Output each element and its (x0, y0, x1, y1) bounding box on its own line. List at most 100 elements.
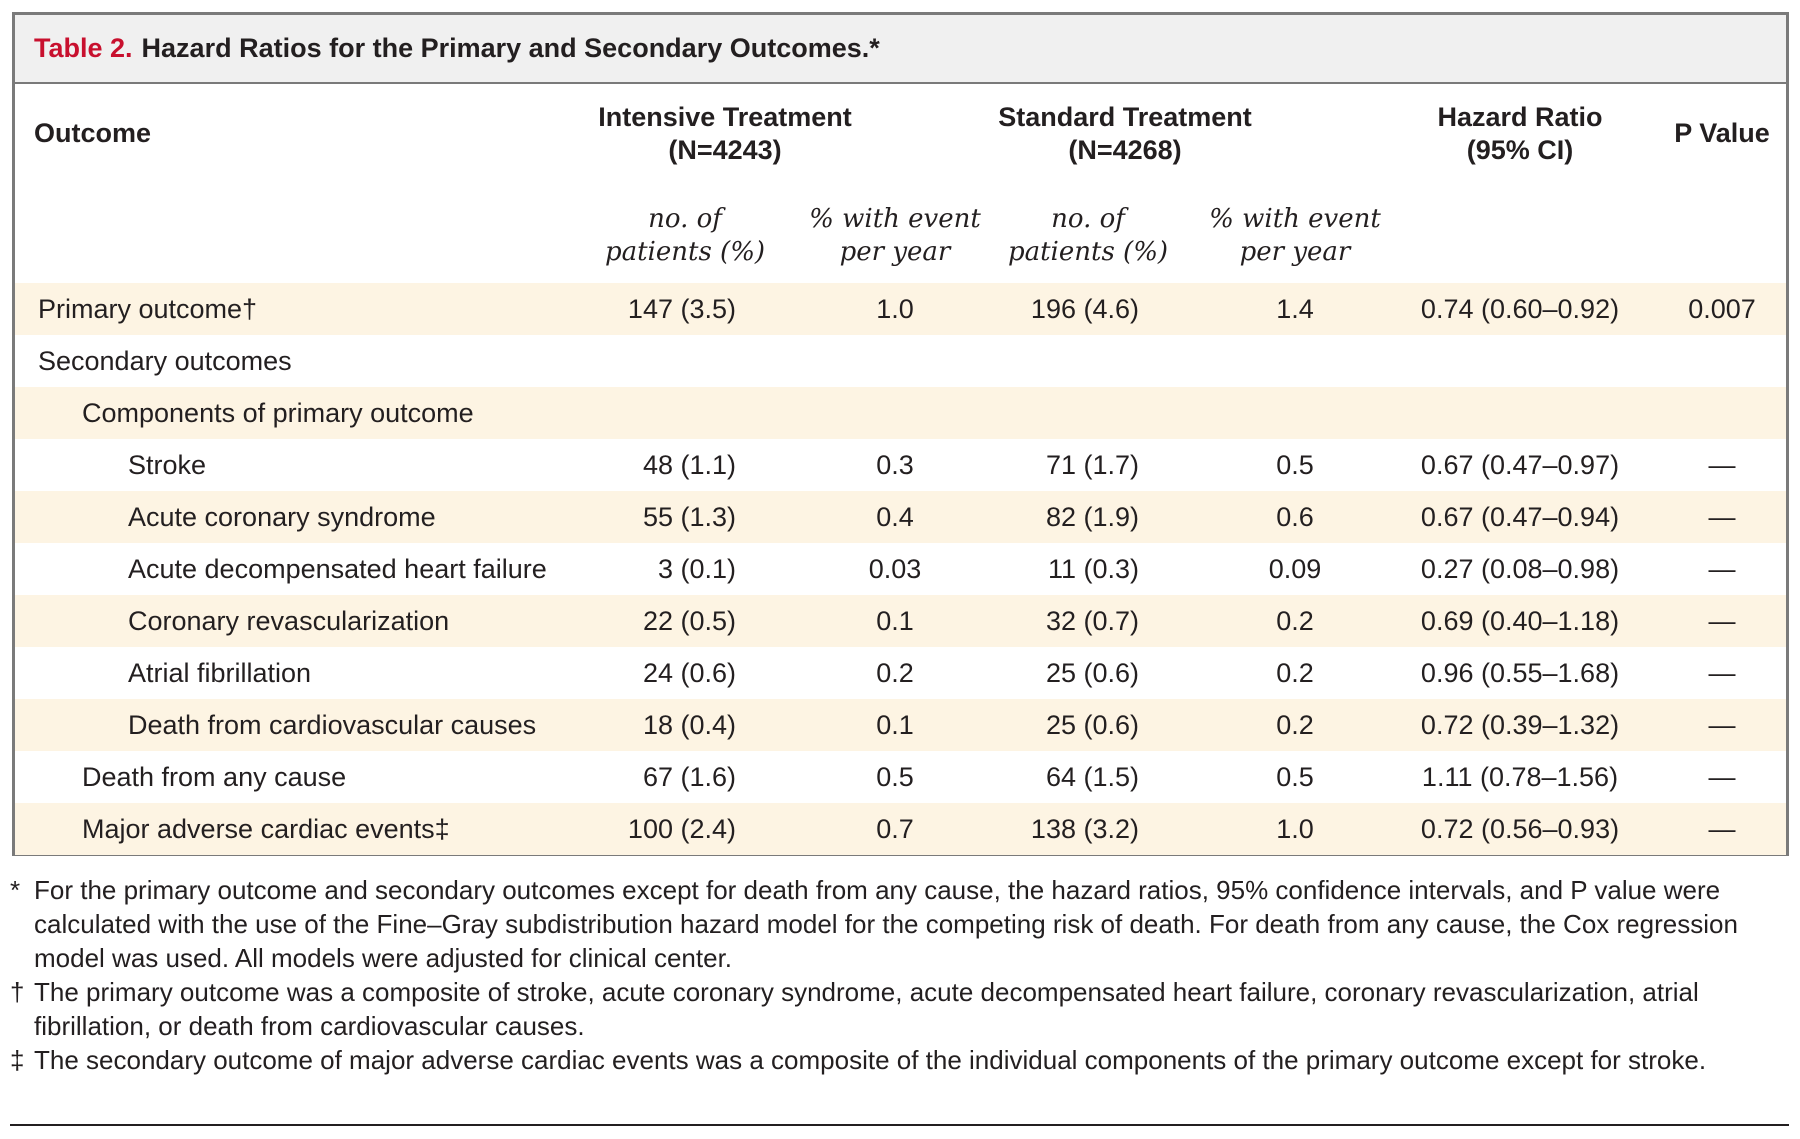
table-row: Death from any cause 67 (1.6) 0.5 64 (1.5) 0… (15, 751, 1786, 803)
row-standard-patients: 196 (4.6) (1030, 294, 1139, 324)
footnotes: * For the primary outcome and secondary o… (10, 873, 1780, 1077)
header-standard-n: (N=4268) (1068, 135, 1182, 165)
table-body: Primary outcome† 147 (3.5) 1.0 196 (4.6) 1.4… (15, 283, 1786, 855)
row-p-value: — (1708, 502, 1736, 532)
row-hazard-ratio: 0.69 (0.40–1.18) (1420, 606, 1620, 636)
row-outcome-name: Acute decompensated heart failure (128, 554, 547, 584)
row-intensive-patients: 22 (0.5) (642, 606, 736, 636)
row-hazard-ratio: 0.72 (0.56–0.93) (1420, 814, 1620, 844)
row-hazard-ratio: 0.27 (0.08–0.98) (1420, 554, 1620, 584)
caption-title: Hazard Ratios for the Primary and Second… (141, 33, 880, 63)
row-standard-patients: 32 (0.7) (1045, 606, 1139, 636)
subheader-line: patients (%) (1007, 237, 1169, 267)
row-intensive-patients: 147 (3.5) (627, 294, 736, 324)
row-hazard-ratio: 0.67 (0.47–0.94) (1420, 502, 1620, 532)
row-standard-rate: 0.6 (1276, 502, 1314, 532)
row-intensive-patients: 3 (0.1) (657, 554, 736, 584)
row-outcome-name: Secondary outcomes (38, 346, 292, 376)
header-p-value: P Value (1674, 118, 1770, 148)
row-hazard-ratio: 1.11 (0.78–1.56) (1421, 762, 1619, 792)
table-row: Stroke 48 (1.1) 0.3 71 (1.7) 0.5 0.67 (0.47–0… (15, 439, 1786, 491)
header-intensive: Intensive Treatment (N=4243) (575, 101, 875, 167)
subheader-standard-pct: % with event per year (1195, 203, 1395, 269)
row-intensive-rate: 0.1 (876, 606, 914, 636)
row-intensive-rate: 0.2 (876, 658, 914, 688)
subheader-line: per year (1239, 237, 1351, 267)
header-hazard-ratio: Hazard Ratio (95% CI) (1410, 101, 1630, 167)
row-standard-patients: 82 (1.9) (1045, 502, 1139, 532)
table-caption: Table 2. Hazard Ratios for the Primary a… (15, 15, 1786, 84)
row-p-value: — (1708, 554, 1736, 584)
row-p-value: — (1708, 814, 1736, 844)
row-standard-patients: 64 (1.5) (1045, 762, 1139, 792)
footnote: † The primary outcome was a composite of … (10, 975, 1780, 1043)
row-intensive-patients: 67 (1.6) (642, 762, 736, 792)
header-standard: Standard Treatment (N=4268) (975, 101, 1275, 167)
table-row: Components of primary outcome (15, 387, 1786, 439)
header-intensive-title: Intensive Treatment (598, 102, 852, 132)
table-row: Acute coronary syndrome 55 (1.3) 0.4 82 (1.… (15, 491, 1786, 543)
row-intensive-patients: 55 (1.3) (642, 502, 736, 532)
footnote-mark: † (10, 977, 25, 1007)
row-intensive-rate: 0.7 (876, 814, 914, 844)
row-p-value: — (1708, 450, 1736, 480)
row-p-value: — (1708, 658, 1736, 688)
subheader-line: per year (839, 237, 951, 267)
row-intensive-rate: 0.03 (868, 554, 922, 584)
row-hazard-ratio: 0.67 (0.47–0.97) (1420, 450, 1620, 480)
row-standard-patients: 11 (0.3) (1047, 554, 1139, 584)
row-intensive-patients: 18 (0.4) (642, 710, 736, 740)
row-standard-rate: 0.2 (1276, 710, 1314, 740)
table-row: Acute decompensated heart failure 3 (0.1)… (15, 543, 1786, 595)
header-intensive-n: (N=4243) (668, 135, 782, 165)
footnote-text: For the primary outcome and secondary ou… (34, 875, 1738, 973)
row-intensive-patients: 48 (1.1) (642, 450, 736, 480)
row-outcome-name: Death from cardiovascular causes (128, 710, 537, 740)
footnote-mark: ‡ (10, 1045, 25, 1075)
row-outcome-name: Atrial fibrillation (128, 658, 312, 688)
row-standard-patients: 138 (3.2) (1030, 814, 1139, 844)
row-standard-rate: 1.4 (1276, 294, 1314, 324)
row-intensive-patients: 24 (0.6) (642, 658, 736, 688)
footnote-text: The primary outcome was a composite of s… (34, 977, 1699, 1041)
row-outcome-name: Primary outcome† (38, 294, 258, 324)
row-outcome-name: Components of primary outcome (82, 398, 474, 428)
row-p-value: — (1708, 762, 1736, 792)
subheader-line: no. of (648, 204, 722, 234)
row-intensive-patients: 100 (2.4) (627, 814, 736, 844)
subheader-intensive-pct: % with event per year (795, 203, 995, 269)
header-hr-ci: (95% CI) (1466, 135, 1574, 165)
row-hazard-ratio: 0.72 (0.39–1.32) (1420, 710, 1620, 740)
row-intensive-rate: 0.3 (876, 450, 914, 480)
results-table: Table 2. Hazard Ratios for the Primary a… (12, 12, 1789, 856)
row-intensive-rate: 0.1 (876, 710, 914, 740)
row-standard-rate: 1.0 (1276, 814, 1314, 844)
row-standard-rate: 0.2 (1276, 606, 1314, 636)
table-row: Atrial fibrillation 24 (0.6) 0.2 25 (0.6) 0.… (15, 647, 1786, 699)
row-p-value: — (1708, 606, 1736, 636)
row-outcome-name: Coronary revascularization (128, 606, 450, 636)
header-standard-title: Standard Treatment (998, 102, 1252, 132)
subheader-line: % with event (809, 204, 981, 234)
subheader-standard-no: no. of patients (%) (988, 203, 1188, 269)
table-row: Primary outcome† 147 (3.5) 1.0 196 (4.6) 1.4… (15, 283, 1786, 335)
row-hazard-ratio: 0.96 (0.55–1.68) (1420, 658, 1620, 688)
footnote-text: The secondary outcome of major adverse c… (34, 1045, 1707, 1075)
table-row: Death from cardiovascular causes 18 (0.4)… (15, 699, 1786, 751)
row-p-value: 0.007 (1688, 294, 1756, 324)
row-outcome-name: Major adverse cardiac events‡ (82, 814, 450, 844)
footnote: * For the primary outcome and secondary o… (10, 873, 1780, 975)
row-standard-patients: 71 (1.7) (1045, 450, 1139, 480)
caption-label: Table 2. (34, 33, 133, 63)
subheader-line: patients (%) (604, 237, 766, 267)
subheader-line: % with event (1209, 204, 1381, 234)
footnote: ‡ The secondary outcome of major adverse … (10, 1043, 1780, 1077)
bottom-rule (10, 1124, 1789, 1126)
table-row: Secondary outcomes (15, 335, 1786, 387)
subheader-line: no. of (1051, 204, 1125, 234)
row-intensive-rate: 0.4 (876, 502, 914, 532)
table-row: Major adverse cardiac events‡ 100 (2.4) 0.… (15, 803, 1786, 855)
row-standard-patients: 25 (0.6) (1045, 710, 1139, 740)
table-row: Coronary revascularization 22 (0.5) 0.1 32 … (15, 595, 1786, 647)
row-outcome-name: Acute coronary syndrome (128, 502, 436, 532)
